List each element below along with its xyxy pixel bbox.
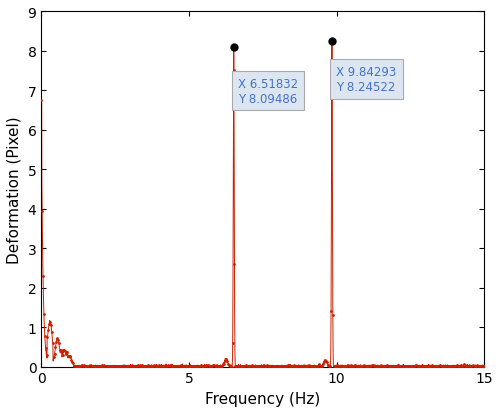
Text: X 6.51832
Y 8.09486: X 6.51832 Y 8.09486 (238, 77, 298, 105)
Text: X 9.84293
Y 8.24522: X 9.84293 Y 8.24522 (336, 66, 396, 93)
Y-axis label: Deformation (Pixel): Deformation (Pixel) (7, 116, 22, 263)
X-axis label: Frequency (Hz): Frequency (Hz) (205, 391, 320, 406)
